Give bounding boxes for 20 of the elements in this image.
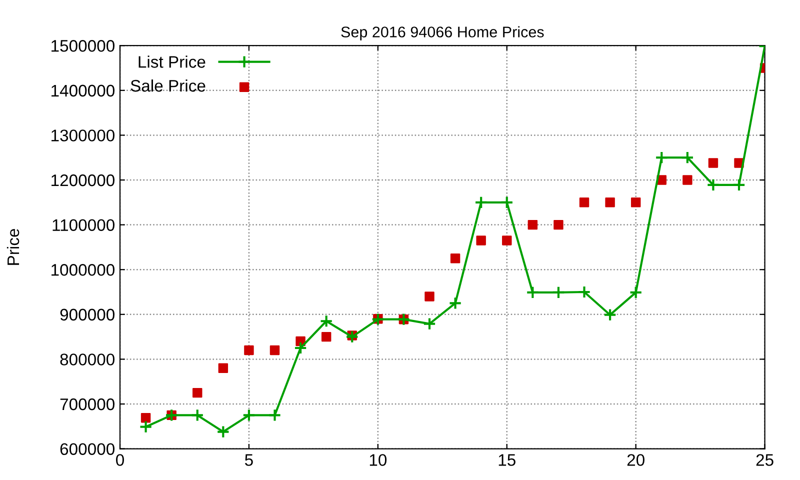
y-tick-label: 1300000 (52, 130, 114, 142)
y-tick-label: 1100000 (52, 219, 114, 232)
x-tick-label: 20 (627, 454, 644, 466)
y-tick-label: 700000 (60, 398, 114, 410)
y-axis-title: Price (6, 228, 20, 265)
x-tick-label: 10 (370, 454, 387, 466)
chart-title: Sep 2016 94066 Home Prices (341, 26, 544, 40)
x-tick-label: 15 (498, 454, 516, 466)
y-tick-label: 900000 (60, 308, 114, 321)
y-tick-label: 1000000 (52, 264, 114, 276)
y-tick-label: 1400000 (52, 84, 114, 97)
legend-label: Sale Price (130, 79, 206, 92)
y-tick-label: 1500000 (52, 40, 114, 52)
legend-label: List Price (138, 56, 206, 68)
y-tick-label: 800000 (60, 354, 114, 366)
y-tick-label: 1200000 (52, 174, 114, 186)
x-tick-label: 25 (756, 454, 774, 466)
y-tick-label: 600000 (60, 443, 114, 456)
x-tick-label: 0 (116, 454, 124, 466)
x-tick-label: 5 (244, 454, 253, 466)
